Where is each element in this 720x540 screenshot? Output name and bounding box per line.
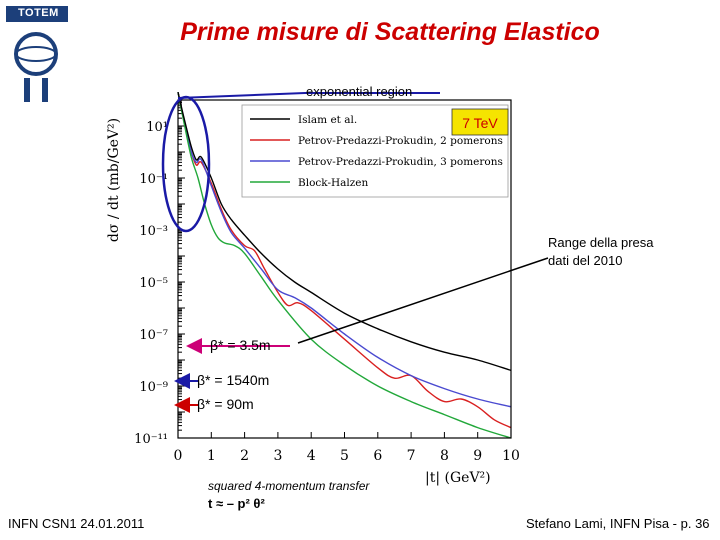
energy-label: 7 TeV — [462, 115, 498, 131]
legend-label: Block-Halzen — [298, 177, 369, 189]
y-tick-label: 10¹ — [146, 120, 168, 135]
range-label-line1: Range della presa — [548, 235, 654, 250]
y-tick-labels: 10¹ 10⁻¹ 10⁻³ 10⁻⁵ 10⁻⁷ 10⁻⁹ 10⁻¹¹ — [134, 120, 168, 447]
y-tick-label: 10⁻⁷ — [139, 328, 168, 343]
exponential-region-label: exponential region — [306, 84, 413, 99]
x-tick-label: 0 — [174, 448, 183, 464]
x-axis-label: |t| (GeV²) — [425, 470, 491, 486]
energy-badge — [451, 108, 509, 136]
series-layer — [177, 92, 512, 439]
legend-label: Petrov-Predazzi-Prokudin, 3 pomerons — [298, 156, 503, 168]
beta-90-label: β* = 90m — [197, 396, 254, 412]
x-tick-label: 3 — [273, 448, 282, 464]
x-tick-label: 10 — [502, 448, 520, 464]
totem-logo: TOTEM — [6, 6, 68, 104]
x-tick-label: 4 — [307, 448, 316, 464]
x-tick-label: 7 — [407, 448, 416, 464]
x-tick-label: 2 — [240, 448, 249, 464]
footer-right: Stefano Lami, INFN Pisa - p. 36 — [526, 516, 710, 531]
y-tick-label: 10⁻⁹ — [139, 380, 168, 395]
y-tick-label: 10⁻⁵ — [139, 276, 168, 291]
range-arrow — [297, 257, 549, 344]
y-axis-label: dσ / dt (mb/GeV²) — [106, 118, 122, 242]
transfer-formula: t ≈ – p² θ² — [208, 496, 265, 511]
series-line-block-halzen — [177, 92, 512, 439]
x-tick-label: 1 — [207, 448, 216, 464]
legend-label: Islam et al. — [298, 114, 357, 126]
slide-title: Prime misure di Scattering Elastico — [180, 18, 600, 46]
series-line-petrov-predazzi-prokudin-3-pomerons — [177, 92, 512, 408]
footer-left: INFN CSN1 24.01.2011 — [8, 516, 145, 531]
logo-text: TOTEM — [18, 7, 59, 19]
y-tick-label: 10⁻¹ — [139, 172, 168, 187]
x-tick-label: 5 — [340, 448, 349, 464]
series-line-petrov-predazzi-prokudin-2-pomerons — [177, 92, 512, 429]
beta-1540-label: β* = 1540m — [197, 372, 270, 388]
legend-label: Petrov-Predazzi-Prokudin, 2 pomerons — [298, 135, 503, 147]
x-tick-label: 9 — [473, 448, 482, 464]
y-tick-label: 10⁻¹¹ — [134, 432, 168, 447]
x-tick-label: 8 — [440, 448, 449, 464]
transfer-caption: squared 4-momentum transfer — [208, 479, 370, 493]
plot-frame — [177, 99, 512, 439]
beta-3p5-label: β* = 3.5m — [210, 337, 271, 353]
range-label-line2: dati del 2010 — [548, 253, 623, 268]
x-tick-label: 6 — [373, 448, 382, 464]
x-tick-labels: 0 1 2 3 4 5 6 7 8 9 10 — [174, 448, 520, 464]
series-line-islam-et-al- — [177, 92, 512, 372]
y-tick-label: 10⁻³ — [139, 224, 168, 239]
exponential-region-connector — [177, 92, 440, 99]
range-label: Range della presa dati del 2010 — [548, 234, 654, 270]
